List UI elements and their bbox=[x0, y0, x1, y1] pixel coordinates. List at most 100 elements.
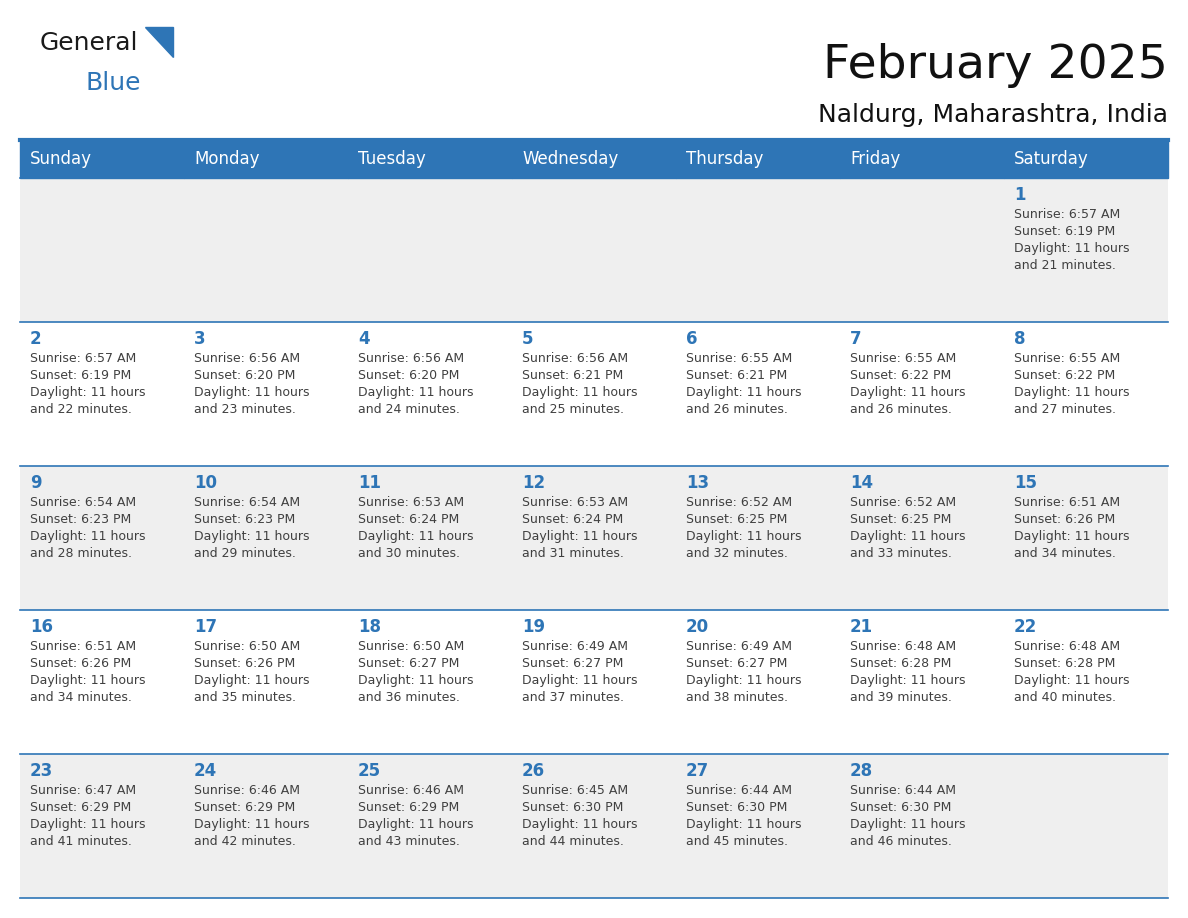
Text: 18: 18 bbox=[358, 618, 381, 636]
Bar bbox=[1004, 754, 1168, 898]
Text: Monday: Monday bbox=[194, 150, 259, 168]
Text: 27: 27 bbox=[685, 762, 709, 780]
Text: Sunrise: 6:50 AM: Sunrise: 6:50 AM bbox=[194, 640, 301, 653]
Text: 14: 14 bbox=[849, 474, 873, 492]
Text: and 40 minutes.: and 40 minutes. bbox=[1015, 691, 1116, 704]
Text: and 34 minutes.: and 34 minutes. bbox=[1015, 547, 1116, 560]
Text: 5: 5 bbox=[522, 330, 533, 348]
Bar bbox=[676, 322, 840, 466]
Text: 15: 15 bbox=[1015, 474, 1037, 492]
Text: Sunset: 6:22 PM: Sunset: 6:22 PM bbox=[1015, 369, 1116, 382]
Text: Sunrise: 6:48 AM: Sunrise: 6:48 AM bbox=[1015, 640, 1120, 653]
Bar bbox=[1004, 610, 1168, 754]
Bar bbox=[184, 140, 348, 178]
Bar bbox=[184, 754, 348, 898]
Text: 17: 17 bbox=[194, 618, 217, 636]
Bar bbox=[676, 610, 840, 754]
Text: 20: 20 bbox=[685, 618, 709, 636]
Bar bbox=[840, 322, 1004, 466]
Text: 13: 13 bbox=[685, 474, 709, 492]
Text: Sunrise: 6:46 AM: Sunrise: 6:46 AM bbox=[358, 784, 465, 797]
Text: Sunrise: 6:44 AM: Sunrise: 6:44 AM bbox=[849, 784, 956, 797]
Text: Sunset: 6:21 PM: Sunset: 6:21 PM bbox=[522, 369, 624, 382]
Text: Daylight: 11 hours: Daylight: 11 hours bbox=[522, 386, 638, 399]
Bar bbox=[512, 140, 676, 178]
Bar bbox=[840, 178, 1004, 322]
Bar bbox=[348, 754, 512, 898]
Text: Friday: Friday bbox=[849, 150, 901, 168]
Bar bbox=[840, 466, 1004, 610]
Bar bbox=[20, 466, 184, 610]
Bar bbox=[348, 178, 512, 322]
Text: and 28 minutes.: and 28 minutes. bbox=[30, 547, 132, 560]
Text: and 41 minutes.: and 41 minutes. bbox=[30, 835, 132, 848]
Text: 3: 3 bbox=[194, 330, 206, 348]
Text: and 38 minutes.: and 38 minutes. bbox=[685, 691, 788, 704]
Bar bbox=[20, 754, 184, 898]
Text: Sunrise: 6:45 AM: Sunrise: 6:45 AM bbox=[522, 784, 628, 797]
Bar bbox=[676, 466, 840, 610]
Text: 25: 25 bbox=[358, 762, 381, 780]
Text: 12: 12 bbox=[522, 474, 545, 492]
Text: Sunrise: 6:53 AM: Sunrise: 6:53 AM bbox=[358, 496, 465, 509]
Text: 21: 21 bbox=[849, 618, 873, 636]
Text: February 2025: February 2025 bbox=[823, 42, 1168, 87]
Text: Daylight: 11 hours: Daylight: 11 hours bbox=[1015, 674, 1130, 687]
Text: Daylight: 11 hours: Daylight: 11 hours bbox=[685, 530, 802, 543]
Text: Sunrise: 6:44 AM: Sunrise: 6:44 AM bbox=[685, 784, 792, 797]
Text: 4: 4 bbox=[358, 330, 369, 348]
Bar bbox=[184, 322, 348, 466]
Text: Sunset: 6:27 PM: Sunset: 6:27 PM bbox=[358, 657, 460, 670]
Text: Daylight: 11 hours: Daylight: 11 hours bbox=[30, 386, 145, 399]
Bar bbox=[676, 754, 840, 898]
Text: and 23 minutes.: and 23 minutes. bbox=[194, 403, 296, 416]
Text: 7: 7 bbox=[849, 330, 861, 348]
Text: Sunset: 6:19 PM: Sunset: 6:19 PM bbox=[30, 369, 131, 382]
Text: Sunset: 6:27 PM: Sunset: 6:27 PM bbox=[522, 657, 624, 670]
Text: and 46 minutes.: and 46 minutes. bbox=[849, 835, 952, 848]
Text: and 32 minutes.: and 32 minutes. bbox=[685, 547, 788, 560]
Text: 22: 22 bbox=[1015, 618, 1037, 636]
Text: Daylight: 11 hours: Daylight: 11 hours bbox=[522, 818, 638, 831]
Text: and 35 minutes.: and 35 minutes. bbox=[194, 691, 296, 704]
Text: and 42 minutes.: and 42 minutes. bbox=[194, 835, 296, 848]
Polygon shape bbox=[145, 27, 173, 57]
Text: Sunrise: 6:55 AM: Sunrise: 6:55 AM bbox=[849, 352, 956, 365]
Text: 8: 8 bbox=[1015, 330, 1025, 348]
Text: Sunrise: 6:51 AM: Sunrise: 6:51 AM bbox=[30, 640, 137, 653]
Bar bbox=[184, 610, 348, 754]
Bar bbox=[512, 178, 676, 322]
Text: 24: 24 bbox=[194, 762, 217, 780]
Text: Daylight: 11 hours: Daylight: 11 hours bbox=[849, 530, 966, 543]
Text: Daylight: 11 hours: Daylight: 11 hours bbox=[849, 818, 966, 831]
Text: Sunset: 6:24 PM: Sunset: 6:24 PM bbox=[522, 513, 624, 526]
Text: and 45 minutes.: and 45 minutes. bbox=[685, 835, 788, 848]
Bar bbox=[184, 178, 348, 322]
Text: Sunrise: 6:52 AM: Sunrise: 6:52 AM bbox=[849, 496, 956, 509]
Text: Daylight: 11 hours: Daylight: 11 hours bbox=[30, 674, 145, 687]
Text: Saturday: Saturday bbox=[1015, 150, 1088, 168]
Text: Sunrise: 6:52 AM: Sunrise: 6:52 AM bbox=[685, 496, 792, 509]
Bar bbox=[20, 140, 184, 178]
Text: and 36 minutes.: and 36 minutes. bbox=[358, 691, 460, 704]
Text: Sunset: 6:25 PM: Sunset: 6:25 PM bbox=[685, 513, 788, 526]
Text: Sunrise: 6:56 AM: Sunrise: 6:56 AM bbox=[194, 352, 301, 365]
Text: Sunrise: 6:55 AM: Sunrise: 6:55 AM bbox=[685, 352, 792, 365]
Text: Naldurg, Maharashtra, India: Naldurg, Maharashtra, India bbox=[819, 103, 1168, 127]
Text: 23: 23 bbox=[30, 762, 53, 780]
Text: Sunday: Sunday bbox=[30, 150, 91, 168]
Text: Sunrise: 6:49 AM: Sunrise: 6:49 AM bbox=[522, 640, 628, 653]
Text: and 22 minutes.: and 22 minutes. bbox=[30, 403, 132, 416]
Bar bbox=[20, 178, 184, 322]
Text: and 26 minutes.: and 26 minutes. bbox=[849, 403, 952, 416]
Text: and 21 minutes.: and 21 minutes. bbox=[1015, 259, 1116, 272]
Text: Daylight: 11 hours: Daylight: 11 hours bbox=[685, 674, 802, 687]
Text: Daylight: 11 hours: Daylight: 11 hours bbox=[849, 386, 966, 399]
Bar bbox=[20, 322, 184, 466]
Text: and 43 minutes.: and 43 minutes. bbox=[358, 835, 460, 848]
Text: Sunset: 6:28 PM: Sunset: 6:28 PM bbox=[849, 657, 952, 670]
Text: Daylight: 11 hours: Daylight: 11 hours bbox=[685, 386, 802, 399]
Text: Sunset: 6:26 PM: Sunset: 6:26 PM bbox=[1015, 513, 1116, 526]
Bar bbox=[348, 610, 512, 754]
Text: Sunrise: 6:57 AM: Sunrise: 6:57 AM bbox=[1015, 208, 1120, 221]
